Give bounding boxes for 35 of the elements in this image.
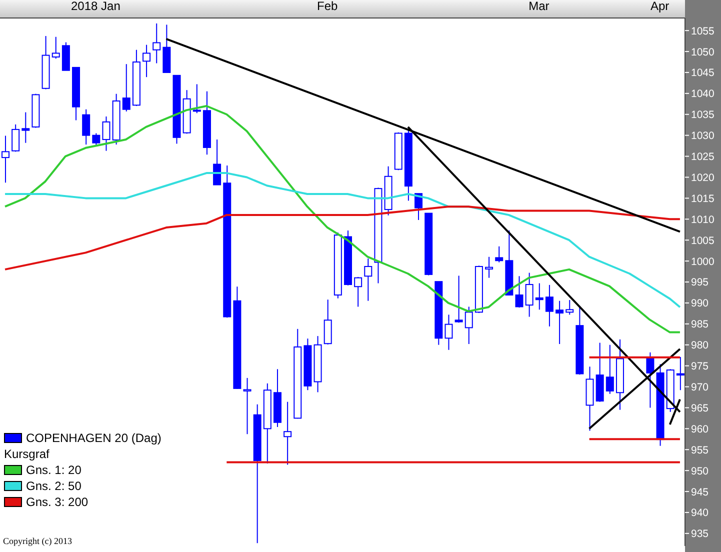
y-tick-label: 935: [691, 528, 709, 540]
y-tick-label: 1045: [691, 67, 715, 80]
y-tick-label: 950: [691, 465, 709, 478]
y-tick-label: 960: [691, 423, 709, 436]
y-tick-label: 1020: [691, 172, 715, 184]
legend-label: Gns. 1: 20: [26, 462, 82, 478]
y-tick-label: 1005: [691, 234, 715, 247]
y-tick-label: 970: [691, 381, 709, 394]
y-tick-label: 1025: [691, 151, 715, 164]
y-tick-label: 1000: [691, 256, 715, 268]
y-tick-label: 940: [691, 507, 709, 520]
y-tick-label: 995: [691, 276, 709, 289]
x-tick-label: Mar: [528, 0, 550, 13]
y-tick-label: 1010: [691, 214, 715, 226]
y-tick-label: 975: [691, 360, 709, 373]
annotation: Copyright (c) 2013: [3, 536, 72, 546]
legend-label: COPENHAGEN 20 (Dag): [26, 430, 162, 446]
y-tick-label: 945: [691, 486, 709, 498]
y-tick-label: 990: [691, 298, 709, 310]
legend-title: Kursgraf: [4, 446, 50, 462]
y-tick-label: 985: [691, 318, 709, 331]
y-tick-label: 955: [691, 444, 709, 456]
y-tick-label: 1015: [691, 192, 715, 205]
y-tick-label: 965: [691, 402, 709, 414]
x-tick-label: Apr: [650, 0, 670, 13]
y-tick-label: 1035: [691, 109, 715, 122]
y-tick-label: 980: [691, 340, 709, 352]
legend-label: Gns. 2: 50: [26, 478, 82, 494]
y-tick-label: 1050: [691, 46, 715, 58]
y-tick-label: 1055: [691, 25, 715, 38]
y-tick-label: 1040: [691, 88, 715, 100]
x-tick-label: 2018 Jan: [71, 0, 120, 13]
x-tick-label: Feb: [317, 0, 338, 13]
legend-label: Gns. 3: 200: [26, 494, 88, 510]
y-tick-label: 1030: [691, 130, 715, 142]
